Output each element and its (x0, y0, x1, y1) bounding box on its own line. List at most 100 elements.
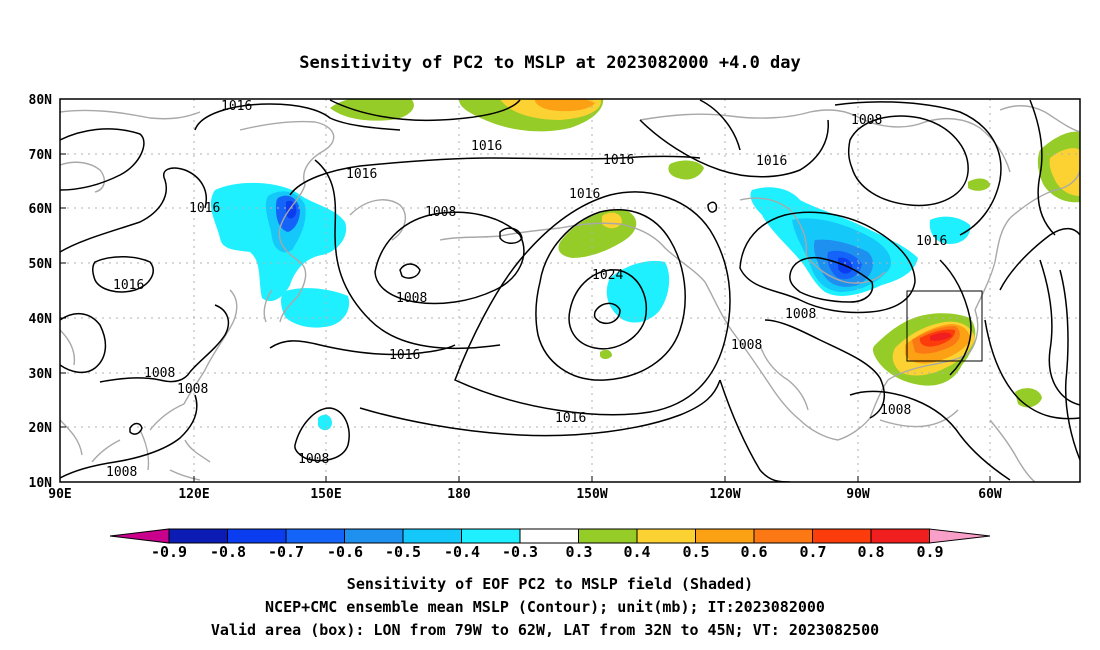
contour-line (999, 227, 1080, 291)
contour-line (789, 256, 874, 303)
positive-sensitivity-shading (330, 99, 1080, 408)
colorbar-box (636, 528, 696, 544)
colorbar-label: 0.3 (565, 543, 592, 561)
lon-label: 120E (178, 487, 209, 502)
colorbar-label: -0.8 (210, 543, 246, 561)
lon-label: 90E (48, 487, 71, 502)
colorbar-box (578, 528, 638, 544)
colorbar-label: -0.4 (444, 543, 480, 561)
caption-line: Valid area (box): LON from 79W to 62W, L… (211, 621, 879, 639)
lon-label: 120W (709, 487, 740, 502)
tick-marks (60, 98, 991, 483)
lat-label: 30N (29, 367, 53, 382)
contour-label: 1016 (756, 154, 787, 169)
lat-lon-grid (60, 99, 1080, 482)
colorbar-box (812, 528, 872, 544)
colorbar-box (168, 528, 228, 544)
contour-line (60, 394, 198, 479)
contour-label-group: 1016 1016 1016 1016 1016 1016 1016 1016 … (106, 99, 947, 480)
contour-line (60, 128, 145, 191)
contour-label: 1016 (555, 411, 586, 426)
contour-label: 1016 (471, 139, 502, 154)
colorbar-boxes (109, 528, 991, 544)
contour-line (99, 371, 191, 383)
colorbar-label: 0.6 (740, 543, 767, 561)
contour-label: 1008 (880, 403, 911, 418)
colorbar-label: -0.6 (327, 543, 363, 561)
colorbar-label: 0.5 (682, 543, 709, 561)
lat-label: 50N (29, 257, 53, 272)
contour-line (764, 319, 886, 419)
contour-label: 1016 (189, 201, 220, 216)
contour-label: 1016 (603, 153, 634, 168)
lat-label: 40N (29, 312, 53, 327)
coastlines (60, 105, 1080, 482)
contour-line (984, 319, 1080, 420)
contour-label: 1008 (425, 205, 456, 220)
map-frame (59, 98, 1081, 483)
colorbar-label: -0.9 (151, 543, 187, 561)
contour-line (639, 119, 829, 178)
contour-label: 1008 (106, 465, 137, 480)
contour-line (707, 201, 718, 213)
map-panel: 1016 1016 1016 1016 1016 1016 1016 1016 … (29, 93, 1081, 502)
contour-label: 1008 (177, 382, 208, 397)
colorbar-box (344, 528, 404, 544)
lon-label: 150E (310, 487, 341, 502)
contour-line (289, 155, 701, 196)
colorbar-label: 0.4 (623, 543, 650, 561)
lat-label: 20N (29, 421, 53, 436)
colorbar-box (519, 528, 579, 544)
contour-line (699, 99, 741, 151)
longitude-labels: 90E 120E 150E 180 150W 120W 90W 60W (48, 487, 1002, 502)
contour-label: 1008 (851, 113, 882, 128)
lat-label: 60N (29, 202, 53, 217)
colorbar-box (870, 528, 930, 544)
colorbar-box (695, 528, 755, 544)
lon-label: 150W (576, 487, 607, 502)
mslp-contours (60, 99, 1080, 482)
contour-line (568, 269, 647, 350)
contour-label: 1016 (221, 99, 252, 114)
contour-line (92, 256, 154, 293)
contour-label: 1024 (592, 268, 623, 283)
contour-line (269, 340, 456, 356)
contour-line (294, 407, 350, 462)
contour-label: 1008 (396, 291, 427, 306)
contour-line (189, 304, 230, 373)
contour-line (60, 313, 107, 374)
contour-line (535, 209, 686, 381)
colorbar-arrow-right (929, 528, 991, 544)
contour-line (939, 259, 972, 376)
colorbar-label: 0.8 (857, 543, 884, 561)
caption: Sensitivity of EOF PC2 to MSLP field (Sh… (211, 575, 879, 639)
colorbar-label: -0.5 (385, 543, 421, 561)
contour-label: 1016 (113, 278, 144, 293)
contour-label: 1008 (144, 366, 175, 381)
colorbar-label: -0.7 (268, 543, 304, 561)
contour-label: 1016 (569, 187, 600, 202)
lon-label: 60W (978, 487, 1002, 502)
contour-line (1029, 99, 1056, 236)
colorbar-box (753, 528, 813, 544)
contour-line (194, 103, 401, 131)
colorbar: -0.9 -0.8 -0.7 -0.6 -0.5 -0.4 -0.3 0.3 0… (109, 528, 991, 561)
caption-line: Sensitivity of EOF PC2 to MSLP field (Sh… (347, 575, 753, 593)
colorbar-box (285, 528, 345, 544)
contour-line (359, 379, 721, 437)
lat-label: 10N (29, 476, 53, 491)
contour-label: 1016 (346, 167, 377, 182)
figure-title: Sensitivity of PC2 to MSLP at 2023082000… (299, 53, 801, 73)
contour-line (739, 211, 916, 314)
contour-line (60, 167, 207, 253)
contour-line (849, 390, 1011, 481)
caption-line: NCEP+CMC ensemble mean MSLP (Contour); u… (265, 598, 825, 616)
lon-label: 180 (447, 487, 471, 502)
lon-label: 90W (846, 487, 870, 502)
colorbar-box (402, 528, 462, 544)
contour-line (593, 302, 621, 324)
lat-label: 80N (29, 93, 53, 108)
contour-line (129, 422, 143, 435)
contour-line (454, 191, 731, 416)
